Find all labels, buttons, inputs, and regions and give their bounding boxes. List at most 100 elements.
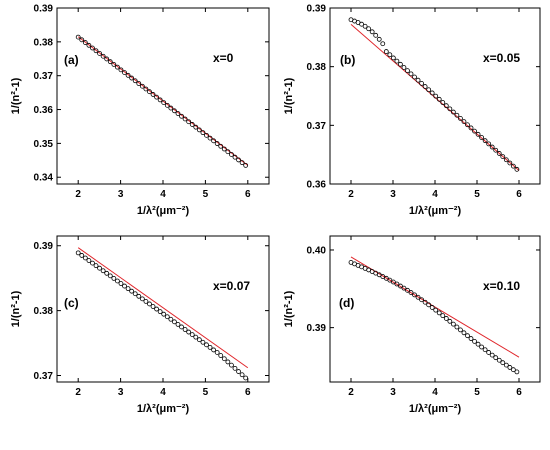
data-point: [114, 278, 120, 284]
plot-frame: [329, 235, 541, 383]
data-point: [408, 290, 414, 295]
data-point: [189, 332, 195, 338]
y-tick-label: 0.40: [307, 245, 327, 256]
data-point: [387, 52, 393, 58]
x-tick-label: 2: [75, 189, 81, 200]
data-point: [143, 86, 149, 92]
data-point: [161, 100, 167, 106]
data-point: [186, 119, 192, 125]
y-axis-label: 1/(n²-1): [10, 290, 22, 327]
data-point: [86, 42, 92, 48]
y-axis-label: 1/(n²-1): [10, 77, 22, 114]
x-tick-label: 2: [348, 387, 354, 398]
data-point: [436, 310, 442, 316]
data-point: [458, 327, 463, 333]
data-point: [207, 135, 213, 141]
data-point: [150, 92, 156, 97]
x-axis-label: 1/λ²(μm⁻²): [409, 205, 462, 217]
data-point: [111, 62, 117, 67]
data-point: [454, 324, 460, 330]
data-point: [157, 309, 163, 315]
data-point: [90, 260, 95, 266]
chart-panel-2: 2 3 4 5 6 0.36 0.37 0.38 0.39 1/λ²(μm⁻²) 1/(n²-1) (…: [283, 4, 541, 217]
data-point: [383, 49, 389, 54]
data-point: [440, 313, 446, 319]
data-point: [168, 105, 174, 111]
series-label: x=0: [213, 51, 234, 65]
data-point: [503, 157, 509, 163]
data-point: [93, 48, 99, 54]
data-point: [510, 367, 516, 373]
data-point: [122, 283, 127, 289]
data-point: [129, 288, 135, 294]
data-point: [97, 51, 102, 56]
data-point: [221, 356, 227, 362]
data-point: [136, 81, 142, 86]
data-point: [132, 78, 138, 84]
series-label: x=0.10: [483, 279, 520, 293]
data-point: [405, 287, 410, 293]
data-point: [447, 318, 453, 324]
x-tick-label: 4: [160, 189, 166, 200]
x-tick-label: 6: [245, 387, 251, 398]
data-point: [82, 40, 88, 45]
chart-panel-3: 2 3 4 5 6 0.37 0.38 0.39 1/λ²(μm⁻²) 1/(n²-1) (c) x=…: [10, 235, 270, 415]
data-point: [232, 154, 238, 160]
data-point: [118, 67, 124, 73]
data-point: [489, 352, 495, 358]
data-point: [204, 132, 209, 138]
plot-frame: [329, 7, 541, 185]
data-point: [380, 41, 386, 47]
data-point: [104, 270, 110, 276]
chart-panel-4: 2 3 4 5 6 0.39 0.40 1/λ²(μm⁻²) 1/(n²-1) (d) x=0.10: [283, 235, 541, 415]
data-point: [147, 301, 152, 307]
data-point: [486, 350, 492, 355]
y-tick-label: 0.37: [307, 121, 327, 132]
data-point: [454, 112, 460, 118]
chart-panel-1: 2 3 4 5 6 0.34 0.35 0.36 0.37 0.38 0.39 1/λ²(μm⁻²) 1…: [10, 4, 270, 217]
data-point: [510, 163, 516, 169]
data-point: [468, 125, 474, 131]
series-label: x=0.07: [213, 279, 250, 293]
data-point: [182, 327, 188, 332]
y-axis-label: 1/(n²-1): [283, 77, 295, 114]
x-tick-label: 5: [474, 189, 480, 200]
x-tick-label: 6: [516, 387, 522, 398]
data-point: [436, 96, 442, 102]
data-point: [472, 128, 477, 134]
data-point: [443, 316, 449, 321]
data-point: [479, 344, 485, 350]
data-point: [204, 342, 209, 348]
data-point: [182, 116, 188, 122]
data-point: [211, 138, 217, 144]
data-point: [500, 154, 506, 160]
data-point: [172, 108, 177, 114]
data-point: [412, 292, 417, 298]
data-point: [465, 122, 470, 128]
data-point: [419, 297, 424, 303]
data-point: [90, 45, 95, 51]
data-point: [193, 334, 199, 340]
x-tick-label: 2: [348, 189, 354, 200]
data-point: [211, 347, 217, 353]
data-point: [154, 94, 159, 100]
data-point: [489, 144, 495, 150]
y-tick-label: 0.37: [34, 71, 54, 82]
data-point: [79, 37, 85, 43]
data-point: [390, 55, 396, 61]
data-point: [401, 285, 407, 291]
panel-label: (a): [64, 53, 79, 67]
y-tick-label: 0.39: [307, 323, 327, 334]
panel-label: (b): [340, 53, 355, 67]
data-point: [493, 355, 499, 361]
data-point: [482, 138, 488, 144]
y-tick-label: 0.38: [307, 62, 327, 73]
data-point: [429, 305, 435, 310]
data-point: [461, 330, 467, 336]
data-point: [387, 277, 393, 283]
data-point: [465, 333, 470, 339]
data-point: [179, 113, 184, 119]
data-point: [214, 350, 220, 355]
data-point: [82, 255, 88, 261]
